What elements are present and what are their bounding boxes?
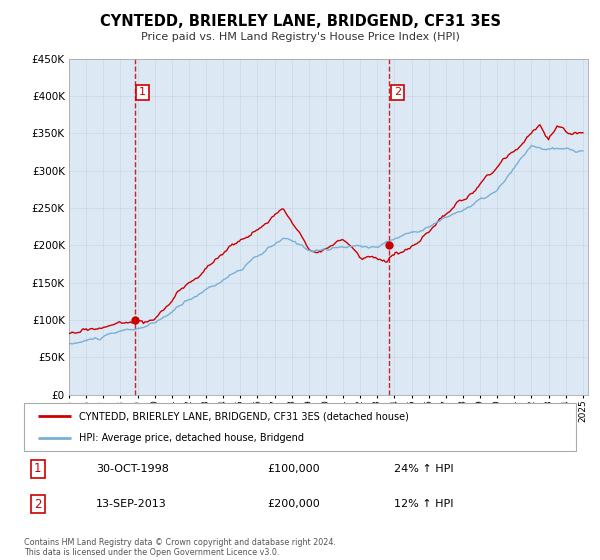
FancyBboxPatch shape bbox=[24, 403, 576, 451]
Text: Contains HM Land Registry data © Crown copyright and database right 2024.
This d: Contains HM Land Registry data © Crown c… bbox=[24, 538, 336, 557]
Text: 24% ↑ HPI: 24% ↑ HPI bbox=[394, 464, 454, 474]
Text: 1: 1 bbox=[34, 463, 41, 475]
Text: 30-OCT-1998: 30-OCT-1998 bbox=[96, 464, 169, 474]
Text: CYNTEDD, BRIERLEY LANE, BRIDGEND, CF31 3ES: CYNTEDD, BRIERLEY LANE, BRIDGEND, CF31 3… bbox=[100, 14, 500, 29]
Text: HPI: Average price, detached house, Bridgend: HPI: Average price, detached house, Brid… bbox=[79, 433, 304, 443]
Text: 1: 1 bbox=[139, 87, 146, 97]
Text: £200,000: £200,000 bbox=[267, 499, 320, 509]
Text: 12% ↑ HPI: 12% ↑ HPI bbox=[394, 499, 454, 509]
Text: 2: 2 bbox=[34, 497, 41, 511]
Text: £100,000: £100,000 bbox=[267, 464, 320, 474]
Text: 2: 2 bbox=[394, 87, 401, 97]
Text: CYNTEDD, BRIERLEY LANE, BRIDGEND, CF31 3ES (detached house): CYNTEDD, BRIERLEY LANE, BRIDGEND, CF31 3… bbox=[79, 411, 409, 421]
Text: Price paid vs. HM Land Registry's House Price Index (HPI): Price paid vs. HM Land Registry's House … bbox=[140, 32, 460, 42]
Text: 13-SEP-2013: 13-SEP-2013 bbox=[96, 499, 167, 509]
